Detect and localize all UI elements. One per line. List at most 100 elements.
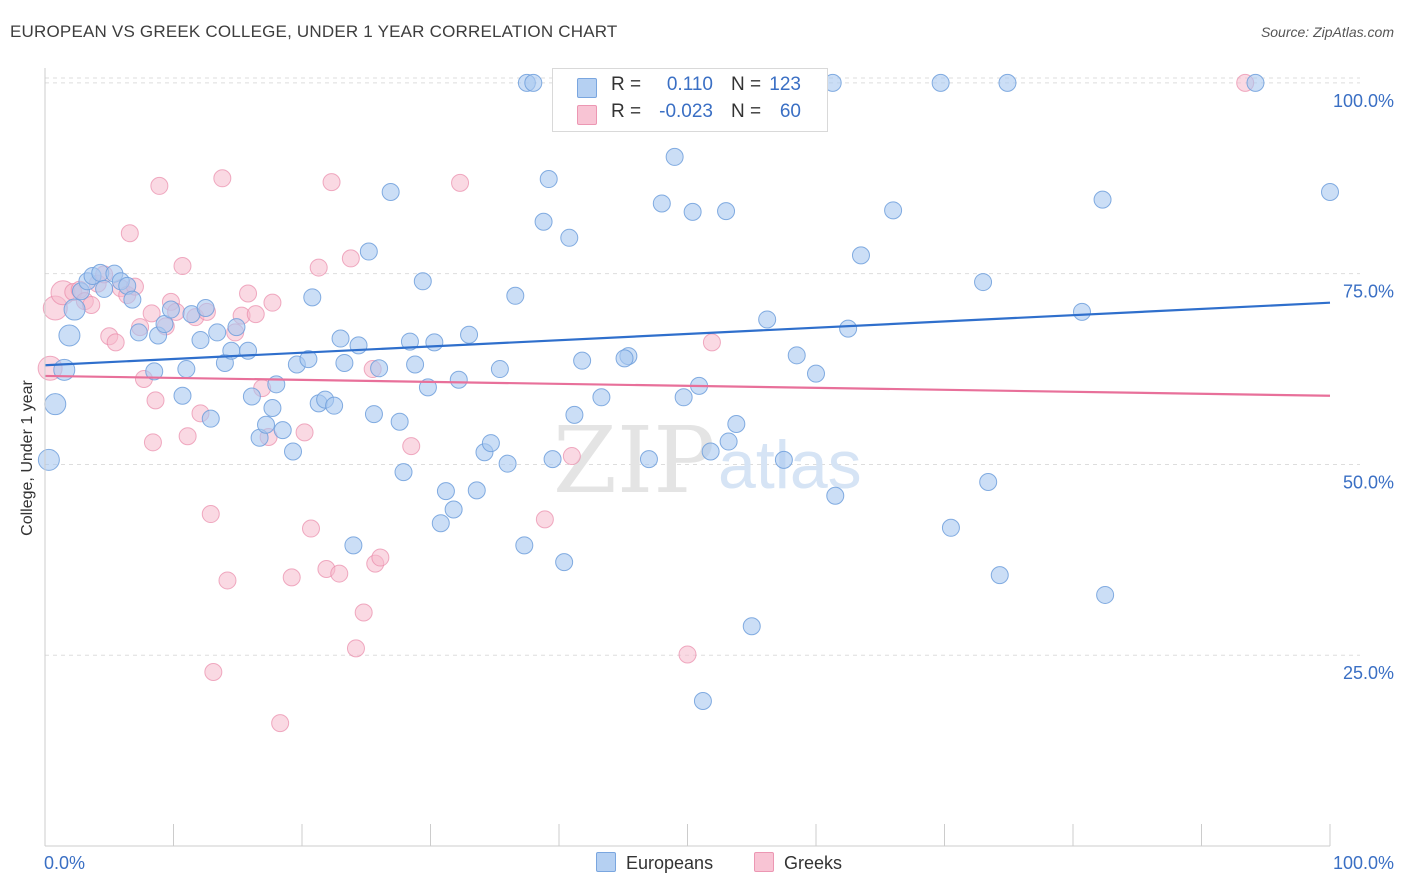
greeks-point <box>178 427 197 446</box>
europeans-point <box>974 273 993 292</box>
greeks-point <box>120 224 139 243</box>
europeans-point <box>449 370 468 389</box>
europeans-point <box>719 432 738 451</box>
greeks-n-value: 60 <box>779 101 801 122</box>
x-tick-label-min: 0.0% <box>44 853 85 873</box>
greeks-point <box>301 519 320 538</box>
greeks-point <box>282 568 301 587</box>
europeans-point <box>534 212 553 231</box>
europeans-r-value: 0.110 <box>666 74 713 95</box>
europeans-point <box>344 536 363 555</box>
europeans-point <box>717 202 736 221</box>
greeks-point <box>354 603 373 622</box>
europeans-point <box>851 246 870 265</box>
greeks-point <box>702 333 721 352</box>
europeans-point <box>807 364 825 383</box>
greeks-point <box>201 505 220 524</box>
y-tick-label: 50.0% <box>1343 472 1394 492</box>
y-tick-label: 75.0% <box>1343 282 1394 302</box>
europeans-point <box>460 325 479 344</box>
europeans-point <box>173 386 192 405</box>
greeks-point <box>204 663 223 682</box>
greeks-legend-label: Greeks <box>784 853 843 873</box>
r-label: R = <box>611 101 642 122</box>
europeans-point <box>381 183 400 202</box>
europeans-point <box>129 323 148 342</box>
europeans-point <box>565 405 584 424</box>
europeans-point <box>257 415 276 434</box>
europeans-point <box>1096 585 1115 604</box>
europeans-point <box>555 553 574 572</box>
greeks-legend-swatch <box>754 852 774 872</box>
greeks-point <box>678 645 697 664</box>
europeans-point <box>400 332 419 351</box>
europeans-point <box>370 359 389 378</box>
greeks-point <box>173 257 192 276</box>
greeks-point <box>562 447 581 466</box>
europeans-point <box>177 360 196 379</box>
europeans-point <box>390 412 409 431</box>
europeans-point <box>123 290 142 309</box>
europeans-point <box>263 398 282 417</box>
greeks-point <box>106 333 125 352</box>
n-label: N = <box>731 74 762 95</box>
europeans-point <box>467 481 486 500</box>
europeans-swatch <box>577 78 597 98</box>
greeks-point <box>150 176 169 195</box>
europeans-point <box>63 298 86 321</box>
europeans-point <box>665 147 684 166</box>
europeans-point <box>998 73 1017 92</box>
stats-legend: R = 0.110 N = 123 R = -0.023 N = 60 <box>552 68 828 132</box>
europeans-point <box>227 318 246 337</box>
greeks-point <box>309 258 328 277</box>
europeans-point <box>284 442 303 461</box>
europeans-point <box>273 421 292 440</box>
europeans-point <box>331 329 350 348</box>
europeans-point <box>592 388 611 407</box>
europeans-point <box>560 228 579 247</box>
europeans-point <box>524 73 543 92</box>
europeans-point <box>425 333 444 352</box>
greeks-point <box>246 305 265 324</box>
europeans-point <box>1321 183 1339 202</box>
source-label: Source: ZipAtlas.com <box>1260 24 1394 40</box>
europeans-point <box>418 378 437 397</box>
chart-title: EUROPEAN VS GREEK COLLEGE, UNDER 1 YEAR … <box>10 22 618 41</box>
europeans-point <box>325 396 344 415</box>
europeans-point <box>1072 302 1091 321</box>
europeans-point <box>742 617 761 636</box>
greeks-point <box>341 249 360 268</box>
europeans-legend-label: Europeans <box>626 853 714 873</box>
greeks-trend-line <box>44 374 1331 397</box>
europeans-point <box>95 279 114 298</box>
europeans-point <box>364 405 383 424</box>
greeks-swatch <box>577 105 597 125</box>
greeks-point <box>330 564 349 583</box>
greeks-point <box>271 714 290 733</box>
europeans-point <box>208 323 227 342</box>
europeans-point <box>652 194 671 213</box>
europeans-point <box>884 201 903 220</box>
watermark: ZIP atlas <box>553 407 862 514</box>
europeans-point <box>191 331 210 350</box>
europeans-point <box>58 324 81 347</box>
europeans-point <box>161 300 180 319</box>
legend-item-greeks: Greeks <box>754 852 842 874</box>
legend-row-greeks: R = -0.023 N = 60 <box>553 101 827 127</box>
europeans-point <box>787 346 806 365</box>
europeans-point <box>303 288 322 307</box>
europeans-point <box>37 448 60 471</box>
axes: 25.0% 50.0% 75.0% 100.0% 0.0% 100.0% <box>44 68 1394 873</box>
europeans-point <box>201 409 220 428</box>
europeans-point <box>299 350 318 369</box>
europeans-point <box>931 73 950 92</box>
europeans-point <box>1093 190 1112 209</box>
greeks-point <box>371 548 390 567</box>
x-tick-label-max: 100.0% <box>1333 853 1394 873</box>
europeans-point <box>506 286 525 305</box>
greeks-point <box>295 423 314 442</box>
n-label: N = <box>731 101 762 122</box>
europeans-point <box>758 310 777 329</box>
greeks-point <box>239 284 258 303</box>
